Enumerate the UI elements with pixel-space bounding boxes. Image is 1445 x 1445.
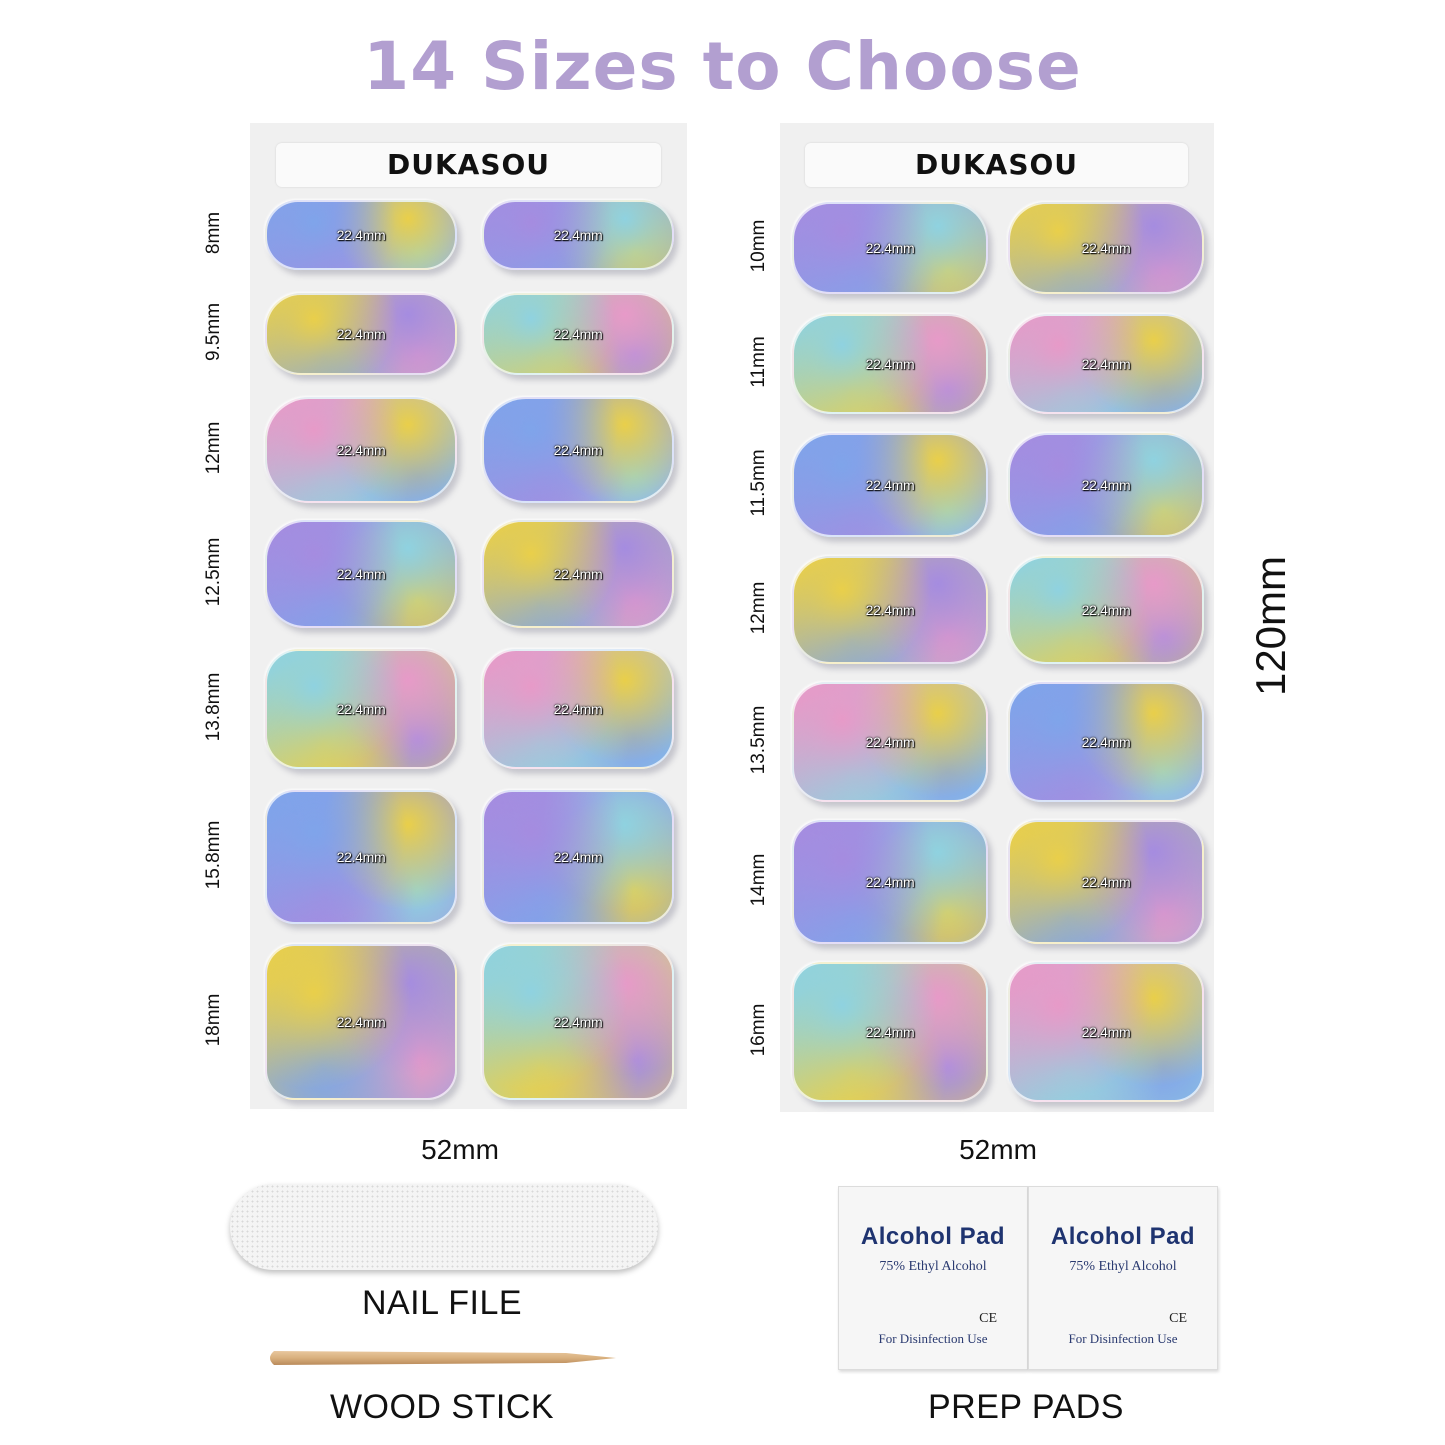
right-sheet-width: 52mm xyxy=(959,1134,1037,1165)
right-nail-sticker: 22.4mm xyxy=(792,433,988,537)
nail-length-label: 22.4mm xyxy=(336,442,386,458)
pad-footer: For Disinfection Use xyxy=(878,1331,988,1346)
nail-length-label: 22.4mm xyxy=(1081,734,1131,750)
nail-length-label: 22.4mm xyxy=(1081,477,1131,493)
nail-length-label: 22.4mm xyxy=(865,874,915,890)
right-size-label: 13.5mm xyxy=(748,705,769,775)
right-nail-sticker: 22.4mm xyxy=(792,962,988,1102)
right-nail-sticker: 22.4mm xyxy=(792,682,988,802)
left-nail-sticker: 22.4mm xyxy=(482,790,674,924)
nail-length-label: 22.4mm xyxy=(336,227,386,243)
right-brand-label: DUKASOU xyxy=(805,143,1188,187)
right-nail-sticker: 22.4mm xyxy=(792,556,988,664)
right-size-label: 12mm xyxy=(748,581,769,635)
left-nail-sticker: 22.4mm xyxy=(265,200,457,270)
nail-length-label: 22.4mm xyxy=(1081,356,1131,372)
right-nail-sticker: 22.4mm xyxy=(792,820,988,944)
sheet-height: 120mm xyxy=(1247,555,1294,697)
right-nail-sticker: 22.4mm xyxy=(1008,433,1204,537)
right-nail-sticker: 22.4mm xyxy=(792,202,988,294)
right-nail-sticker: 22.4mm xyxy=(792,314,988,414)
left-size-label: 15.8mm xyxy=(203,820,224,890)
right-nail-sticker: 22.4mm xyxy=(1008,820,1204,944)
nail-length-label: 22.4mm xyxy=(1081,1024,1131,1040)
right-nail-sticker: 22.4mm xyxy=(1008,962,1204,1102)
left-nail-sticker: 22.4mm xyxy=(482,944,674,1100)
ce-mark: CE xyxy=(979,1311,997,1326)
nail-length-label: 22.4mm xyxy=(553,1014,603,1030)
right-size-label: 11mm xyxy=(748,336,769,388)
right-size-label: 10mm xyxy=(748,219,769,273)
left-size-label: 9.5mm xyxy=(203,302,224,362)
left-nail-sticker: 22.4mm xyxy=(482,200,674,270)
left-nail-sticker: 22.4mm xyxy=(482,649,674,769)
pad-footer: For Disinfection Use xyxy=(1068,1331,1178,1346)
pad-subtitle: 75% Ethyl Alcohol xyxy=(1069,1259,1177,1274)
left-nail-sticker: 22.4mm xyxy=(265,790,457,924)
left-nail-sticker: 22.4mm xyxy=(265,649,457,769)
nail-file-label: NAIL FILE xyxy=(361,1284,523,1322)
nail-length-label: 22.4mm xyxy=(336,566,386,582)
nail-length-label: 22.4mm xyxy=(553,227,603,243)
nail-length-label: 22.4mm xyxy=(1081,602,1131,618)
nail-length-label: 22.4mm xyxy=(336,1014,386,1030)
nail-length-label: 22.4mm xyxy=(865,734,915,750)
nail-length-label: 22.4mm xyxy=(1081,874,1131,890)
right-size-label: 14mm xyxy=(748,853,769,907)
wood-stick-image xyxy=(270,1351,616,1365)
right-nail-sticker: 22.4mm xyxy=(1008,314,1204,414)
nail-length-label: 22.4mm xyxy=(865,356,915,372)
left-nail-sticker: 22.4mm xyxy=(265,944,457,1100)
pad-title: Alcohol Pad xyxy=(1050,1223,1196,1250)
ce-mark: CE xyxy=(1169,1311,1187,1326)
left-size-label: 18mm xyxy=(203,993,224,1047)
nail-length-label: 22.4mm xyxy=(553,566,603,582)
nail-length-label: 22.4mm xyxy=(336,701,386,717)
nail-length-label: 22.4mm xyxy=(336,849,386,865)
right-size-label: 11.5mm xyxy=(748,449,769,517)
left-nail-sticker: 22.4mm xyxy=(482,520,674,628)
alcohol-pad-2: Alcohol Pad 75% Ethyl Alcohol CE For Dis… xyxy=(1028,1186,1218,1370)
left-nail-sticker: 22.4mm xyxy=(265,520,457,628)
prep-pads-label: PREP PADS xyxy=(928,1388,1124,1426)
nail-length-label: 22.4mm xyxy=(553,849,603,865)
left-sheet-width: 52mm xyxy=(421,1134,499,1165)
nail-length-label: 22.4mm xyxy=(1081,240,1131,256)
pad-subtitle: 75% Ethyl Alcohol xyxy=(879,1259,987,1274)
nail-length-label: 22.4mm xyxy=(336,326,386,342)
nail-file-image xyxy=(230,1184,658,1270)
left-nail-sticker: 22.4mm xyxy=(265,293,457,375)
nail-length-label: 22.4mm xyxy=(553,442,603,458)
right-nail-sticker: 22.4mm xyxy=(1008,556,1204,664)
left-nail-sticker: 22.4mm xyxy=(482,293,674,375)
left-nail-sticker: 22.4mm xyxy=(265,397,457,503)
nail-length-label: 22.4mm xyxy=(865,602,915,618)
pad-title: Alcohol Pad xyxy=(860,1223,1006,1250)
left-size-label: 12.5mm xyxy=(203,537,224,607)
right-nail-sticker: 22.4mm xyxy=(1008,202,1204,294)
left-size-label: 12mm xyxy=(203,421,224,475)
nail-length-label: 22.4mm xyxy=(553,326,603,342)
right-size-label: 16mm xyxy=(748,1003,769,1057)
nail-length-label: 22.4mm xyxy=(865,1024,915,1040)
left-size-label: 8mm xyxy=(203,211,224,255)
nail-length-label: 22.4mm xyxy=(865,477,915,493)
left-brand-label: DUKASOU xyxy=(276,143,661,187)
alcohol-pad-1: Alcohol Pad 75% Ethyl Alcohol CE For Dis… xyxy=(838,1186,1028,1370)
left-size-label: 13.8mm xyxy=(203,672,224,742)
right-nail-sticker: 22.4mm xyxy=(1008,682,1204,802)
nail-length-label: 22.4mm xyxy=(865,240,915,256)
page-title: 14 Sizes to Choose xyxy=(363,28,1082,105)
wood-stick-label: WOOD STICK xyxy=(329,1388,555,1426)
nail-length-label: 22.4mm xyxy=(553,701,603,717)
left-nail-sticker: 22.4mm xyxy=(482,397,674,503)
